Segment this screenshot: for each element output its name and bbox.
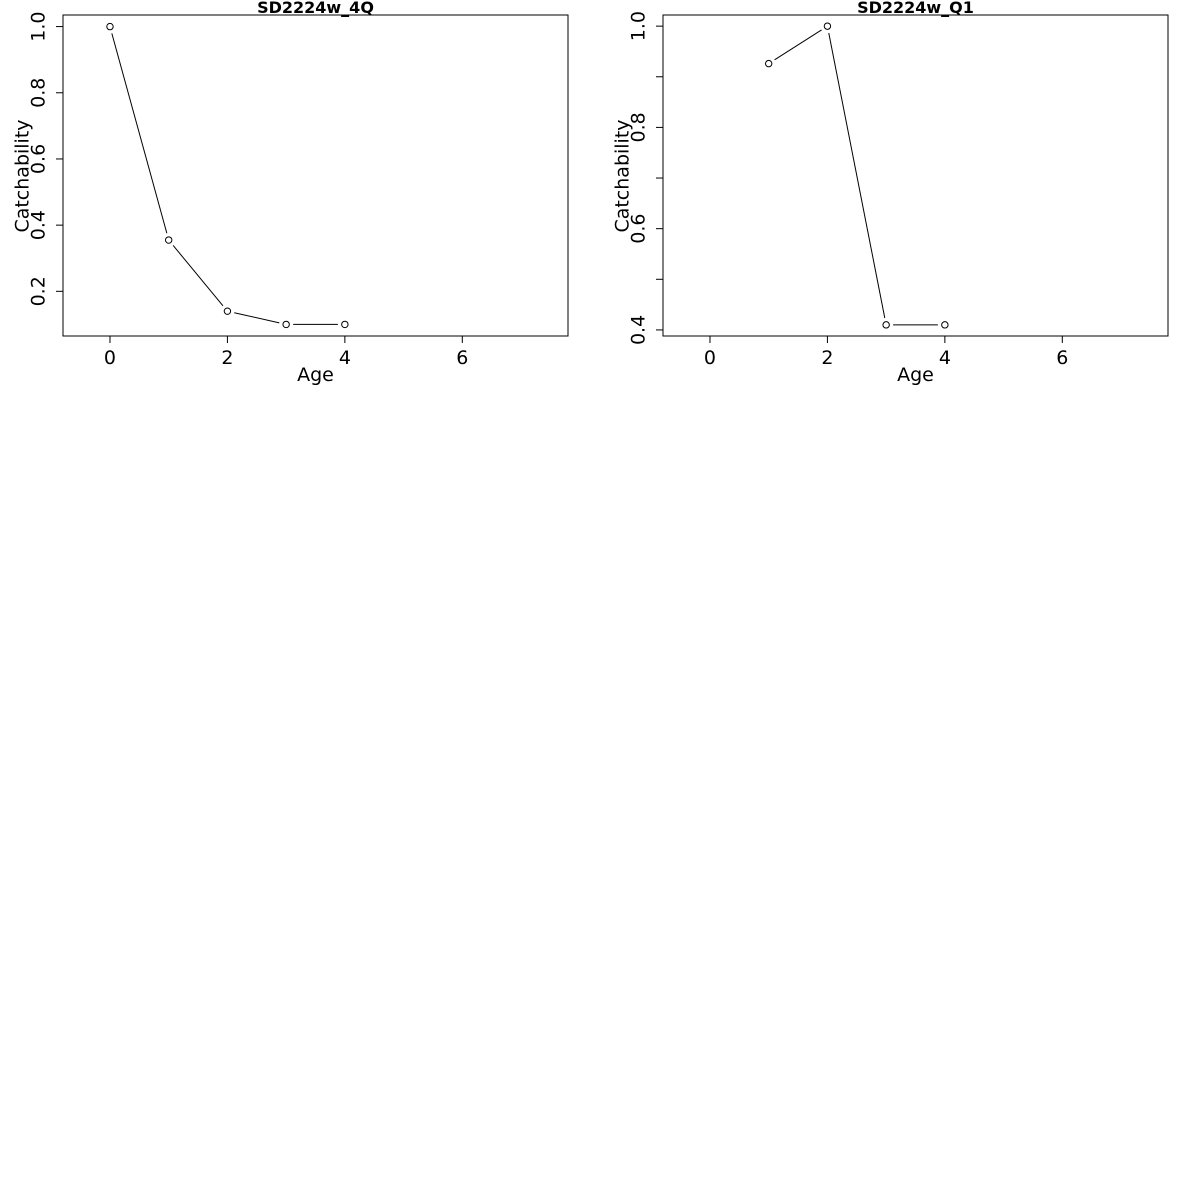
series-line-segment [234, 312, 280, 324]
plot-frame [662, 14, 1169, 337]
plot-frame [62, 14, 569, 337]
x-tick-label: 0 [704, 347, 716, 369]
y-tick-label: 0.8 [628, 112, 650, 142]
x-tick-label: 6 [1056, 347, 1068, 369]
data-point [223, 307, 232, 315]
data-point [282, 320, 290, 329]
x-tick-label: 2 [221, 347, 233, 369]
chart-panel-sd2224w-4q: SD2224w_4Q 0 2 4 6 0.2 0.4 0.6 0.8 1.0 Age Catchabi… [12, 0, 569, 386]
x-axis-title: Age [897, 364, 934, 386]
y-tick-label: 1.0 [28, 11, 50, 41]
chart-panel-sd2224w-q1: SD2224w_Q1 0 2 4 6 0.4 0.6 0.8 1.0 Age Catchabilit… [612, 0, 1169, 386]
y-tick-label: 0.6 [628, 214, 650, 244]
y-tick-label: 0.4 [628, 315, 650, 345]
data-point [764, 59, 773, 68]
x-tick-label: 4 [939, 347, 951, 369]
data-point [106, 22, 114, 31]
x-tick-label: 0 [104, 347, 116, 369]
y-tick-label: 0.8 [28, 78, 50, 108]
series-line-segment [774, 29, 822, 61]
series-line-segment [828, 32, 886, 319]
data-point [341, 320, 349, 329]
y-tick-label: 0.2 [28, 276, 50, 306]
x-tick-label: 4 [339, 347, 351, 369]
data-point [164, 236, 173, 244]
y-tick-label: 0.4 [28, 210, 50, 240]
data-point [882, 321, 890, 329]
y-axis-title: Catchability [12, 119, 34, 232]
series-line-segment [172, 245, 224, 307]
plot-title: SD2224w_Q1 [857, 0, 974, 17]
y-axis-title: Catchability [612, 119, 634, 232]
plot-title: SD2224w_4Q [257, 0, 374, 17]
data-point [941, 321, 949, 329]
x-axis-title: Age [297, 364, 334, 386]
data-point [823, 22, 832, 30]
x-tick-label: 2 [821, 347, 833, 369]
x-tick-label: 6 [456, 347, 468, 369]
y-tick-label: 1.0 [628, 11, 650, 41]
series-line-segment [111, 33, 168, 234]
y-tick-label: 0.6 [28, 144, 50, 174]
